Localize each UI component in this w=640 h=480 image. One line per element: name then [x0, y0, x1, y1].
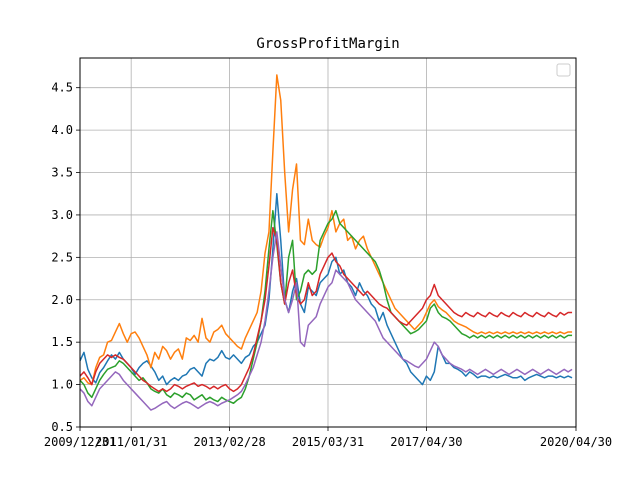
x-tick-label: 2015/03/31	[292, 435, 364, 449]
x-tick-label: 2013/02/28	[193, 435, 265, 449]
x-tick-label: 2011/01/31	[95, 435, 167, 449]
x-tick-label: 2017/04/30	[390, 435, 462, 449]
y-tick-label: 2.0	[51, 293, 73, 307]
y-tick-label: 3.5	[51, 166, 73, 180]
series-line-5	[79, 231, 573, 411]
chart-title: GrossProfitMargin	[256, 36, 399, 52]
series-line-2	[79, 74, 573, 386]
y-tick-label: 2.5	[51, 250, 73, 264]
series-line-4	[79, 226, 573, 393]
y-tick-label: 0.5	[51, 420, 73, 434]
series-line-1	[79, 192, 573, 386]
x-tick-label: 2009/12/31	[44, 435, 116, 449]
y-tick-label: 4.0	[51, 123, 73, 137]
x-tick-label: 2020/04/30	[540, 435, 612, 449]
y-tick-label: 3.0	[51, 208, 73, 222]
y-tick-label: 1.0	[51, 378, 73, 392]
y-tick-label: 4.5	[51, 81, 73, 95]
plot-area: 0.51.01.52.02.53.03.54.04.52009/12/31201…	[44, 57, 612, 449]
legend-box	[556, 63, 571, 77]
y-tick-label: 1.5	[51, 335, 73, 349]
